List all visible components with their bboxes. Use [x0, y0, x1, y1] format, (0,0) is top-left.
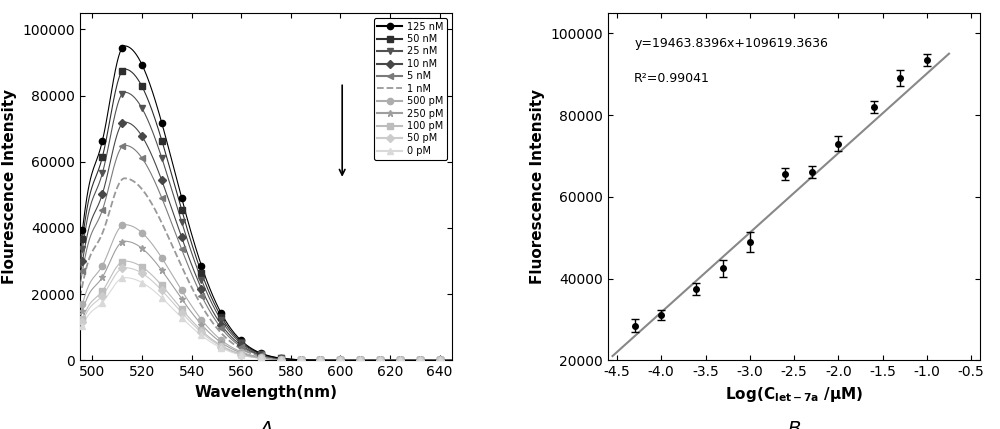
X-axis label: Wavelength(nm): Wavelength(nm) — [194, 385, 337, 400]
X-axis label: Log(C$_{\mathregular{let-7a}}$ /μM): Log(C$_{\mathregular{let-7a}}$ /μM) — [725, 385, 863, 404]
Y-axis label: Flourescence Intensity: Flourescence Intensity — [2, 89, 17, 284]
Text: y=19463.8396x+109619.3636: y=19463.8396x+109619.3636 — [634, 37, 828, 50]
Text: R²=0.99041: R²=0.99041 — [634, 72, 710, 85]
Text: A: A — [259, 420, 273, 429]
Y-axis label: Fluorescence Intensity: Fluorescence Intensity — [530, 89, 545, 284]
Text: B: B — [787, 420, 801, 429]
Legend: 125 nM, 50 nM, 25 nM, 10 nM, 5 nM, 1 nM, 500 pM, 250 pM, 100 pM, 50 pM, 0 pM: 125 nM, 50 nM, 25 nM, 10 nM, 5 nM, 1 nM,… — [374, 18, 447, 160]
